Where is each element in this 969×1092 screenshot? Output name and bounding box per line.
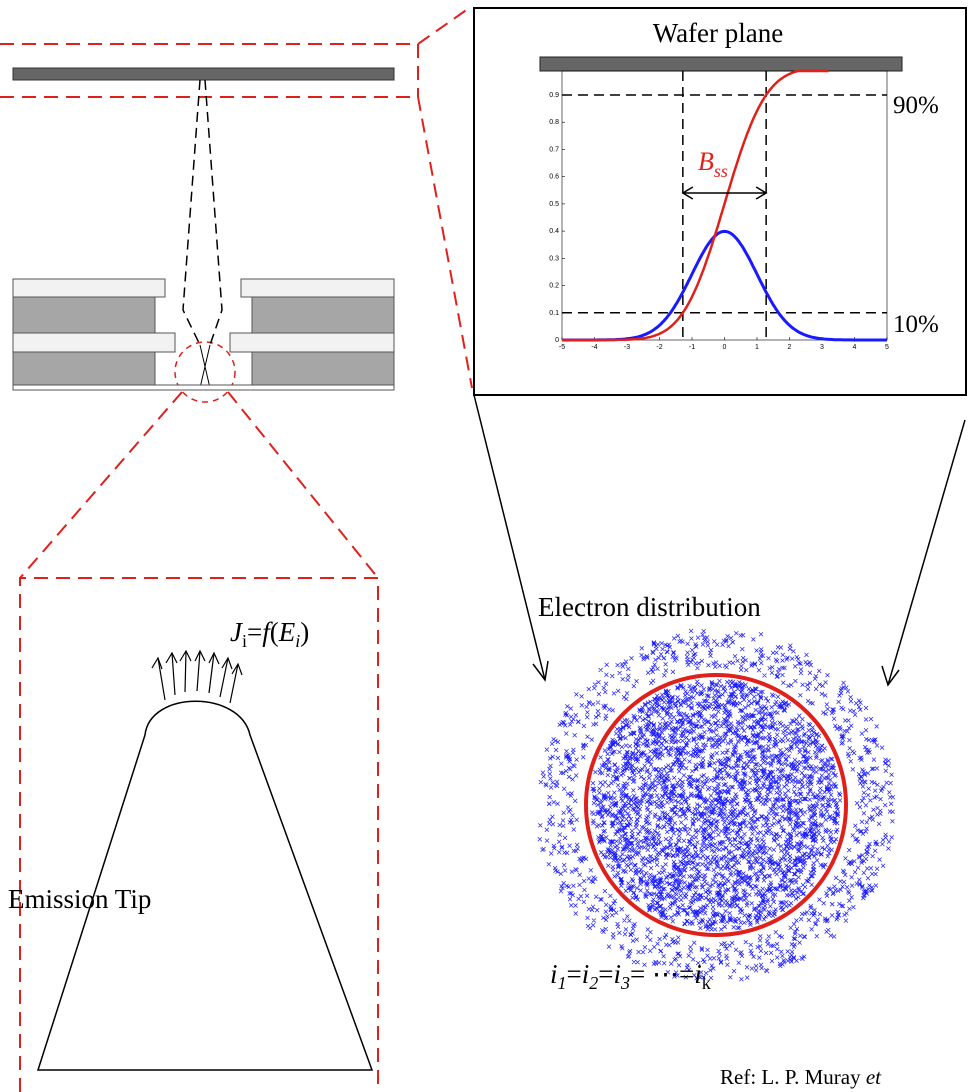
- y-tick-label: 0.4: [549, 228, 559, 235]
- tip-formula: Ji=f(Ei): [230, 617, 309, 651]
- x-tick-label: -4: [591, 344, 597, 351]
- f: (: [270, 617, 279, 647]
- f: i: [614, 959, 622, 989]
- index-formula: i1=i2=i3= ⋯=ik: [550, 959, 711, 993]
- emission-tip: [38, 651, 372, 1070]
- x-tick-label: 0: [723, 344, 727, 351]
- tip-label: Emission Tip: [8, 884, 151, 914]
- y-tick-label: 0.5: [549, 201, 559, 208]
- x-tick-label: -1: [689, 344, 695, 351]
- lower-label: 10%: [893, 311, 939, 338]
- f: =: [247, 617, 262, 647]
- f: = ⋯=: [630, 959, 694, 989]
- inset-title: Wafer plane: [653, 18, 784, 48]
- reference-italic: et: [866, 1065, 882, 1089]
- y-tick-label: 0.6: [549, 174, 559, 181]
- zoom-frame: [0, 6, 472, 1092]
- x-tick-label: 1: [755, 344, 759, 351]
- arrows: [474, 395, 965, 685]
- y-tick-label: 0: [555, 337, 559, 344]
- x-tick-label: -5: [559, 344, 565, 351]
- f: =: [567, 959, 582, 989]
- f: E: [278, 617, 296, 647]
- distribution-title: Electron distribution: [538, 592, 761, 622]
- y-tick-label: 0.9: [549, 92, 559, 99]
- x-tick-label: 3: [820, 344, 824, 351]
- f: i: [582, 959, 590, 989]
- reference: Ref: L. P. Muray et: [720, 1065, 882, 1089]
- x-tick-label: 4: [853, 344, 857, 351]
- upper-label: 90%: [893, 92, 939, 119]
- f: 1: [558, 973, 567, 993]
- x-tick-label: 2: [788, 344, 792, 351]
- x-tick-label: -2: [656, 344, 662, 351]
- f: ): [300, 617, 309, 647]
- x-tick-label: -3: [624, 344, 630, 351]
- width-label-base: B: [698, 147, 714, 176]
- f: =: [598, 959, 613, 989]
- f: k: [702, 973, 711, 993]
- y-tick-label: 0.8: [549, 119, 559, 126]
- f: i: [550, 959, 558, 989]
- f: 2: [589, 973, 598, 993]
- y-tick-label: 0.7: [549, 146, 559, 153]
- reference-text: Ref: L. P. Muray: [720, 1065, 866, 1089]
- y-tick-label: 0.3: [549, 255, 559, 262]
- y-tick-label: 0.1: [549, 310, 559, 317]
- width-label-sub: ss: [714, 161, 728, 181]
- y-tick-label: 0.2: [549, 283, 559, 290]
- f: i: [694, 959, 702, 989]
- wafer: [540, 57, 902, 71]
- f: 3: [620, 973, 630, 993]
- electron-scatter: [538, 629, 895, 981]
- x-tick-label: 5: [885, 344, 889, 351]
- column: [13, 68, 394, 390]
- diagram: Wafer plane -5 -4 -3 -2 -1 0 1 2 3 4 5 0 0.1 0.2 0.3 0.…: [0, 0, 969, 1092]
